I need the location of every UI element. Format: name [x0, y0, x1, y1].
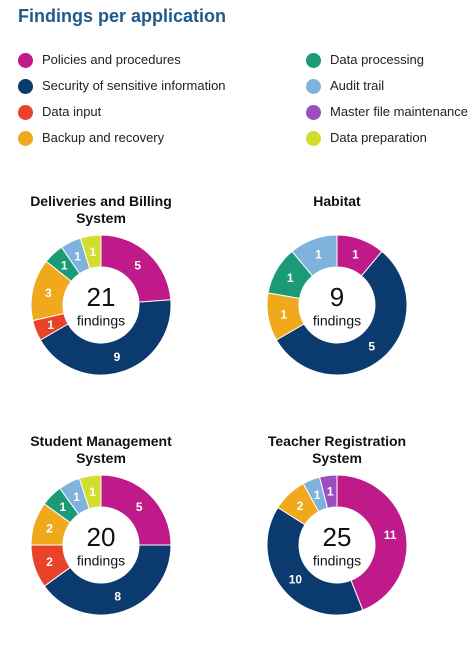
legend-swatch	[306, 131, 321, 146]
total-value: 25	[323, 522, 352, 552]
donut-segment	[39, 299, 172, 376]
total-caption: findings	[77, 553, 125, 569]
legend-swatch	[18, 53, 33, 68]
chart-title: Habitat	[313, 193, 361, 209]
total-value: 9	[330, 282, 344, 312]
value-label: 8	[114, 590, 121, 604]
donut-segment	[336, 474, 408, 611]
chart-title: Student Management System	[30, 433, 172, 466]
value-label: 1	[47, 318, 54, 332]
value-label: 1	[73, 490, 80, 504]
donut-segment	[291, 234, 338, 277]
legend-label: Backup and recovery	[42, 130, 165, 145]
value-label: 1	[315, 247, 322, 261]
value-label: 1	[352, 247, 359, 261]
value-label: 1	[280, 308, 287, 322]
legend-swatch	[18, 131, 33, 146]
legend-label: Policies and procedures	[42, 52, 181, 67]
value-label: 5	[136, 500, 143, 514]
total-caption: findings	[77, 313, 125, 329]
legend-swatch	[18, 79, 33, 94]
value-label: 10	[289, 573, 303, 587]
value-label: 5	[368, 340, 375, 354]
value-label: 1	[61, 259, 68, 273]
donut-segment	[79, 234, 102, 270]
value-label: 5	[134, 259, 141, 273]
value-label: 1	[89, 485, 96, 499]
chart-title: Teacher Registration System	[267, 433, 407, 466]
page-title: Findings per application	[18, 6, 227, 26]
value-label: 1	[90, 245, 97, 259]
legend-label: Security of sensitive information	[42, 78, 226, 93]
value-label: 1	[74, 250, 81, 264]
value-label: 1	[287, 271, 294, 285]
total-value: 20	[87, 522, 116, 552]
value-label: 1	[314, 488, 321, 502]
donut-segment	[266, 506, 364, 616]
legend-swatch	[306, 105, 321, 120]
legend-swatch	[18, 105, 33, 120]
legend-label: Master file maintenance	[330, 104, 469, 119]
legend-label: Audit trail	[330, 78, 385, 93]
legend-swatch	[306, 79, 321, 94]
legend-swatch	[306, 53, 321, 68]
value-label: 11	[384, 528, 397, 542]
donut-segment	[78, 474, 102, 510]
chart-title: Deliveries and Billing System	[30, 193, 172, 226]
legend-label: Data input	[42, 104, 102, 119]
value-label: 1	[327, 485, 334, 499]
value-label: 1	[59, 500, 66, 514]
legend-label: Data processing	[330, 52, 424, 67]
legend-label: Data preparation	[330, 130, 427, 145]
total-caption: findings	[313, 313, 361, 329]
total-value: 21	[87, 282, 116, 312]
value-label: 2	[297, 499, 304, 513]
donut-segment	[43, 544, 172, 616]
value-label: 2	[46, 521, 53, 535]
value-label: 3	[45, 286, 52, 300]
total-caption: findings	[313, 553, 361, 569]
donut-segment	[275, 250, 408, 376]
value-label: 2	[46, 555, 53, 569]
value-label: 9	[114, 350, 121, 364]
donut-segment	[318, 474, 338, 509]
